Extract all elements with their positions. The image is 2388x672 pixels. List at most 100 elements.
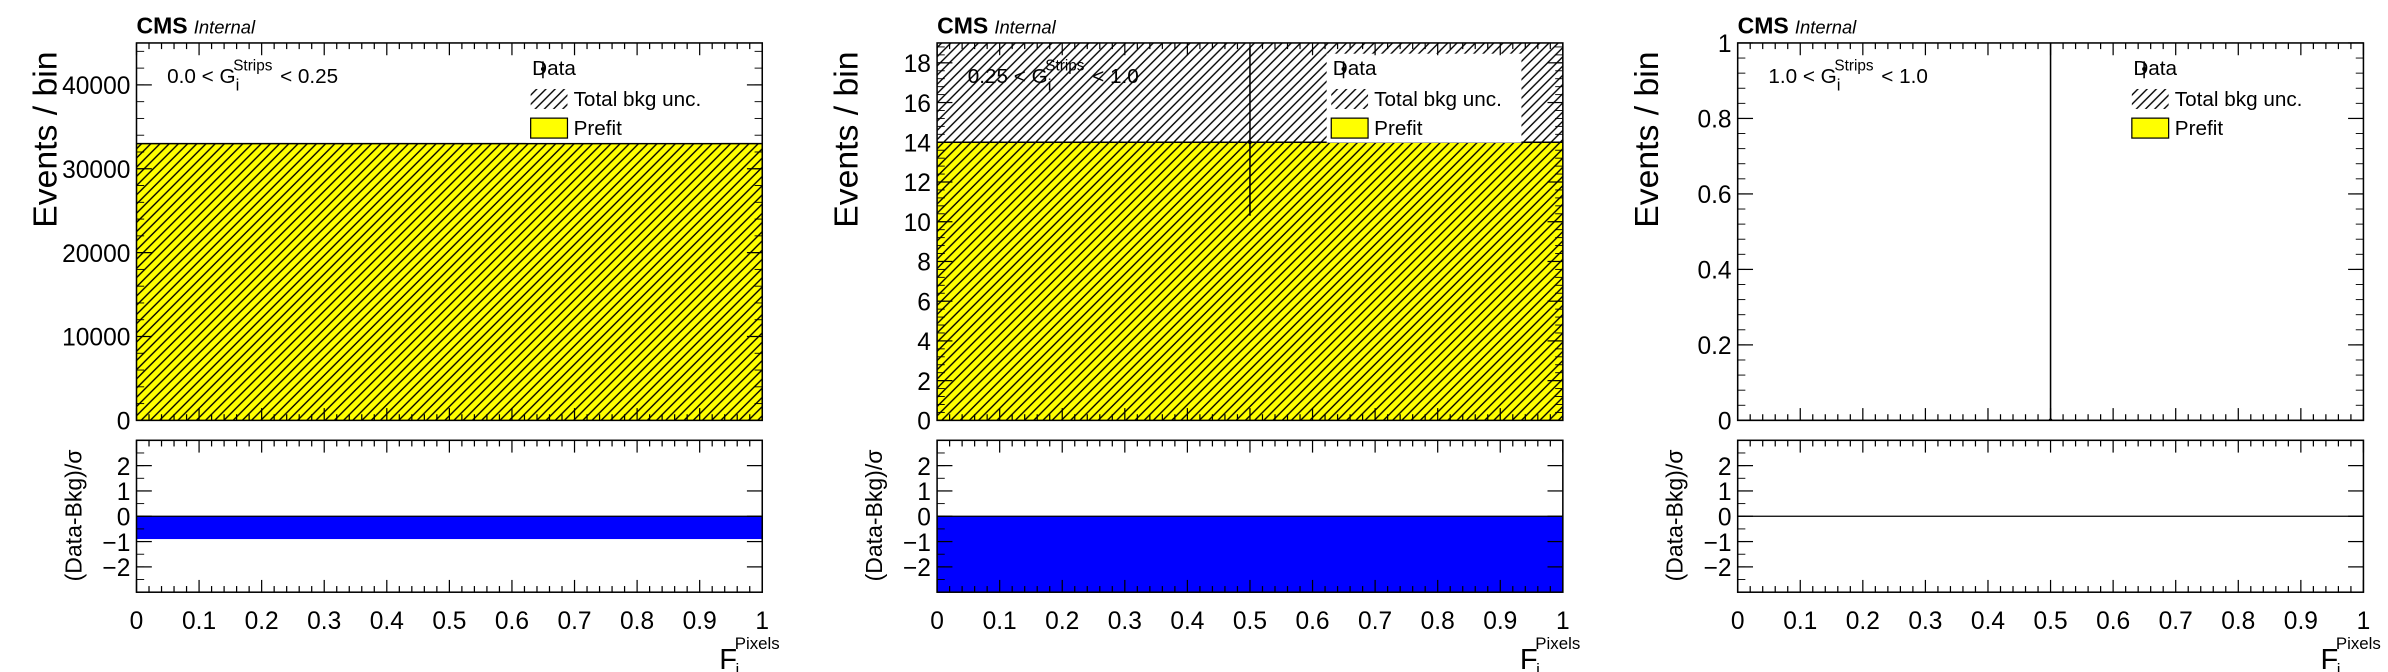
x-tick-label: 0.2 [1846, 608, 1880, 635]
x-tick-label: 0.3 [307, 608, 341, 635]
x-axis-title-sup: Pixels [2336, 634, 2381, 653]
ratio-y-tick-label: 2 [917, 454, 931, 481]
ratio-y-tick-label: 0 [1718, 504, 1732, 531]
x-tick-label: 0.8 [2221, 608, 2255, 635]
region-label: 0.25 < GiStrips < 1.0 [968, 58, 1139, 95]
x-tick-label: 0.7 [1358, 608, 1392, 635]
ratio-y-tick-label: 0 [117, 504, 131, 531]
x-axis-title: Fi Pixels [2320, 634, 2380, 672]
x-axis-title: Fi Pixels [719, 634, 779, 672]
cms-label-experiment: CMS [937, 13, 988, 39]
x-tick-label: 0.4 [370, 608, 404, 635]
ratio-axis-title: (Data-Bkg)/σ [60, 450, 86, 582]
region-label-sup: Strips [1045, 58, 1085, 75]
ratio-y-tick-label: 1 [917, 479, 931, 506]
x-tick-label: 0.9 [1483, 608, 1517, 635]
region-label-right: < 1.0 [1092, 65, 1139, 88]
legend-unc-swatch [2131, 88, 2169, 109]
ratio-y-tick-label: 2 [1718, 454, 1732, 481]
region-label-sub: i [236, 76, 240, 95]
main-y-tick-label: 12 [904, 170, 931, 197]
x-tick-label: 0.7 [2159, 608, 2193, 635]
legend-prefit-swatch [2131, 117, 2170, 139]
legend-unc-swatch [530, 88, 568, 109]
legend-prefit-label: Prefit [2175, 117, 2224, 140]
main-y-tick-label: 16 [904, 91, 931, 118]
main-y-tick-label: 6 [917, 289, 931, 316]
cms-label-status: Internal [1795, 17, 1857, 38]
x-axis-title-sub: i [2337, 660, 2341, 672]
ratio-y-tick-label: −2 [102, 555, 130, 582]
x-axis-title-sub: i [1536, 660, 1540, 672]
ratio-pad: 210−1−2(Data-Bkg)/σ0 0.1 0.2 0.3 0.4 0.5 0.6 0.… [861, 439, 1580, 672]
x-axis-title-sub: i [736, 660, 740, 672]
legend-prefit-swatch [530, 117, 569, 139]
main-y-tick-label: 0.6 [1697, 182, 1731, 209]
main-y-tick-label: 0.8 [1697, 107, 1731, 134]
x-axis-title-main: F [719, 644, 737, 672]
cms-label-status: Internal [194, 17, 256, 38]
x-tick-label: 0.3 [1908, 608, 1942, 635]
ratio-y-tick-label: 0 [917, 504, 931, 531]
region-label-sub: i [1837, 76, 1841, 95]
region-label-right: < 1.0 [1881, 65, 1928, 88]
x-tick-label: 0 [930, 608, 944, 635]
y-axis-title: Events / bin [827, 51, 865, 227]
cms-label: CMS Internal [136, 13, 255, 39]
bkg-unc-band [136, 143, 763, 421]
x-tick-label: 0.3 [1108, 608, 1142, 635]
region-label-right: < 0.25 [280, 65, 338, 88]
main-y-tick-label: 8 [917, 250, 931, 277]
y-axis-title: Events / bin [27, 51, 65, 227]
main-y-tick-label: 14 [904, 130, 931, 157]
ratio-pad: 210−1−2(Data-Bkg)/σ0 0.1 0.2 0.3 0.4 0.5 0.6 0.… [1661, 439, 2381, 672]
ratio-y-tick-label: −1 [1704, 530, 1732, 557]
x-tick-label: 0.2 [1045, 608, 1079, 635]
legend-unc-label: Total bkg unc. [2175, 88, 2303, 111]
x-axis-title-main: F [1520, 644, 1538, 672]
x-tick-label: 1 [1556, 608, 1570, 635]
x-tick-label: 0.1 [182, 608, 216, 635]
ratio-y-tick-label: 1 [1718, 479, 1732, 506]
x-tick-label: 0.1 [1783, 608, 1817, 635]
cms-label-experiment: CMS [136, 13, 187, 39]
legend: Data Total bkg unc. Prefit [526, 53, 721, 143]
x-tick-label: 0.4 [1971, 608, 2005, 635]
data-point-marker [1248, 140, 1252, 145]
ratio-axis-title: (Data-Bkg)/σ [861, 450, 887, 582]
x-tick-label: 1 [2357, 608, 2371, 635]
legend: Data Total bkg unc. Prefit [1326, 53, 1522, 143]
legend: Data Total bkg unc. Prefit [2127, 53, 2323, 143]
ratio-pad: 210−1−2(Data-Bkg)/σ0 0.1 0.2 0.3 0.4 0.5 0.6 0.… [60, 439, 780, 672]
ratio-y-tick-label: 1 [117, 479, 131, 506]
legend-data-marker [2142, 67, 2147, 72]
main-y-tick-label: 1 [1718, 31, 1732, 58]
main-y-tick-label: 10 [904, 210, 931, 237]
region-label: 1.0 < GiStrips < 1.0 [1768, 58, 1927, 95]
y-axis-title: Events / bin [1628, 51, 1666, 227]
region-label-sub: i [1048, 76, 1052, 95]
region-label-sup: Strips [1834, 58, 1874, 75]
region-label-left: 0.25 < G [968, 65, 1048, 88]
legend-data-label: Data [2133, 57, 2177, 80]
region-label-left: 1.0 < G [1768, 65, 1836, 88]
legend-unc-label: Total bkg unc. [1374, 88, 1502, 111]
x-axis-title-main: F [2320, 644, 2338, 672]
region-label-left: 0.0 < G [167, 65, 235, 88]
main-y-tick-label: 18 [904, 51, 931, 78]
cms-label-status: Internal [994, 17, 1056, 38]
main-y-tick-label: 0 [117, 409, 131, 436]
x-tick-label: 0.7 [557, 608, 591, 635]
legend-unc-swatch [1331, 88, 1369, 109]
legend-prefit-label: Prefit [574, 117, 623, 140]
ratio-axis-title: (Data-Bkg)/σ [1661, 450, 1687, 582]
main-plot-area [136, 142, 763, 421]
x-tick-label: 0.9 [683, 608, 717, 635]
ratio-y-tick-label: −2 [1704, 555, 1732, 582]
legend-data-label: Data [532, 57, 576, 80]
legend-data-label: Data [1333, 57, 1377, 80]
legend-unc-label: Total bkg unc. [574, 88, 702, 111]
